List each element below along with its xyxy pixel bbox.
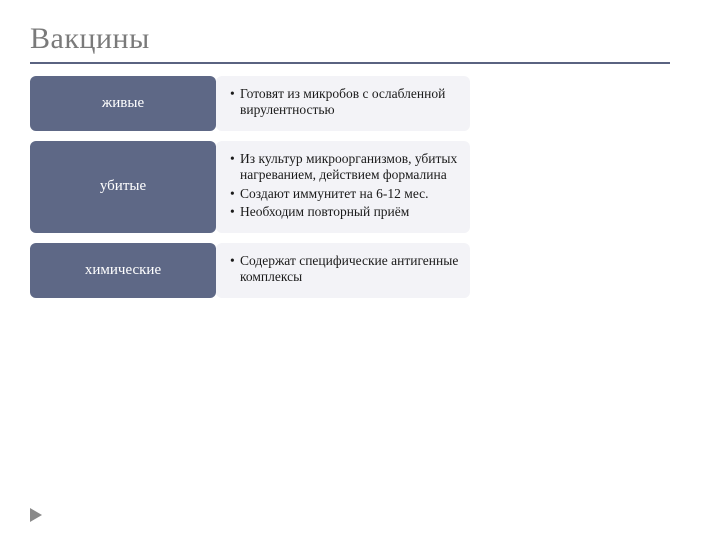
row-desc-chemical: Содержат специфические антигенные компле… [216, 243, 470, 298]
row-label-chemical: химические [30, 243, 216, 298]
row-label-live: живые [30, 76, 216, 131]
diagram-row: убитые Из культур микроорганизмов, убиты… [30, 141, 470, 233]
desc-item: Необходим повторный приём [230, 204, 460, 220]
desc-item: Готовят из микробов с ослабленной вируле… [230, 86, 460, 119]
page-title: Вакцины [0, 0, 720, 62]
nav-arrow-icon [30, 508, 42, 522]
diagram-row: химические Содержат специфические антиге… [30, 243, 470, 298]
diagram-row: живые Готовят из микробов с ослабленной … [30, 76, 470, 131]
desc-item: Из культур микроорганизмов, убитых нагре… [230, 151, 460, 184]
title-underline [30, 62, 670, 64]
row-desc-live: Готовят из микробов с ослабленной вируле… [216, 76, 470, 131]
row-label-killed: убитые [30, 141, 216, 233]
vaccine-diagram: живые Готовят из микробов с ослабленной … [0, 76, 720, 298]
desc-item: Содержат специфические антигенные компле… [230, 253, 460, 286]
desc-item: Создают иммунитет на 6-12 мес. [230, 186, 460, 202]
row-desc-killed: Из культур микроорганизмов, убитых нагре… [216, 141, 470, 233]
